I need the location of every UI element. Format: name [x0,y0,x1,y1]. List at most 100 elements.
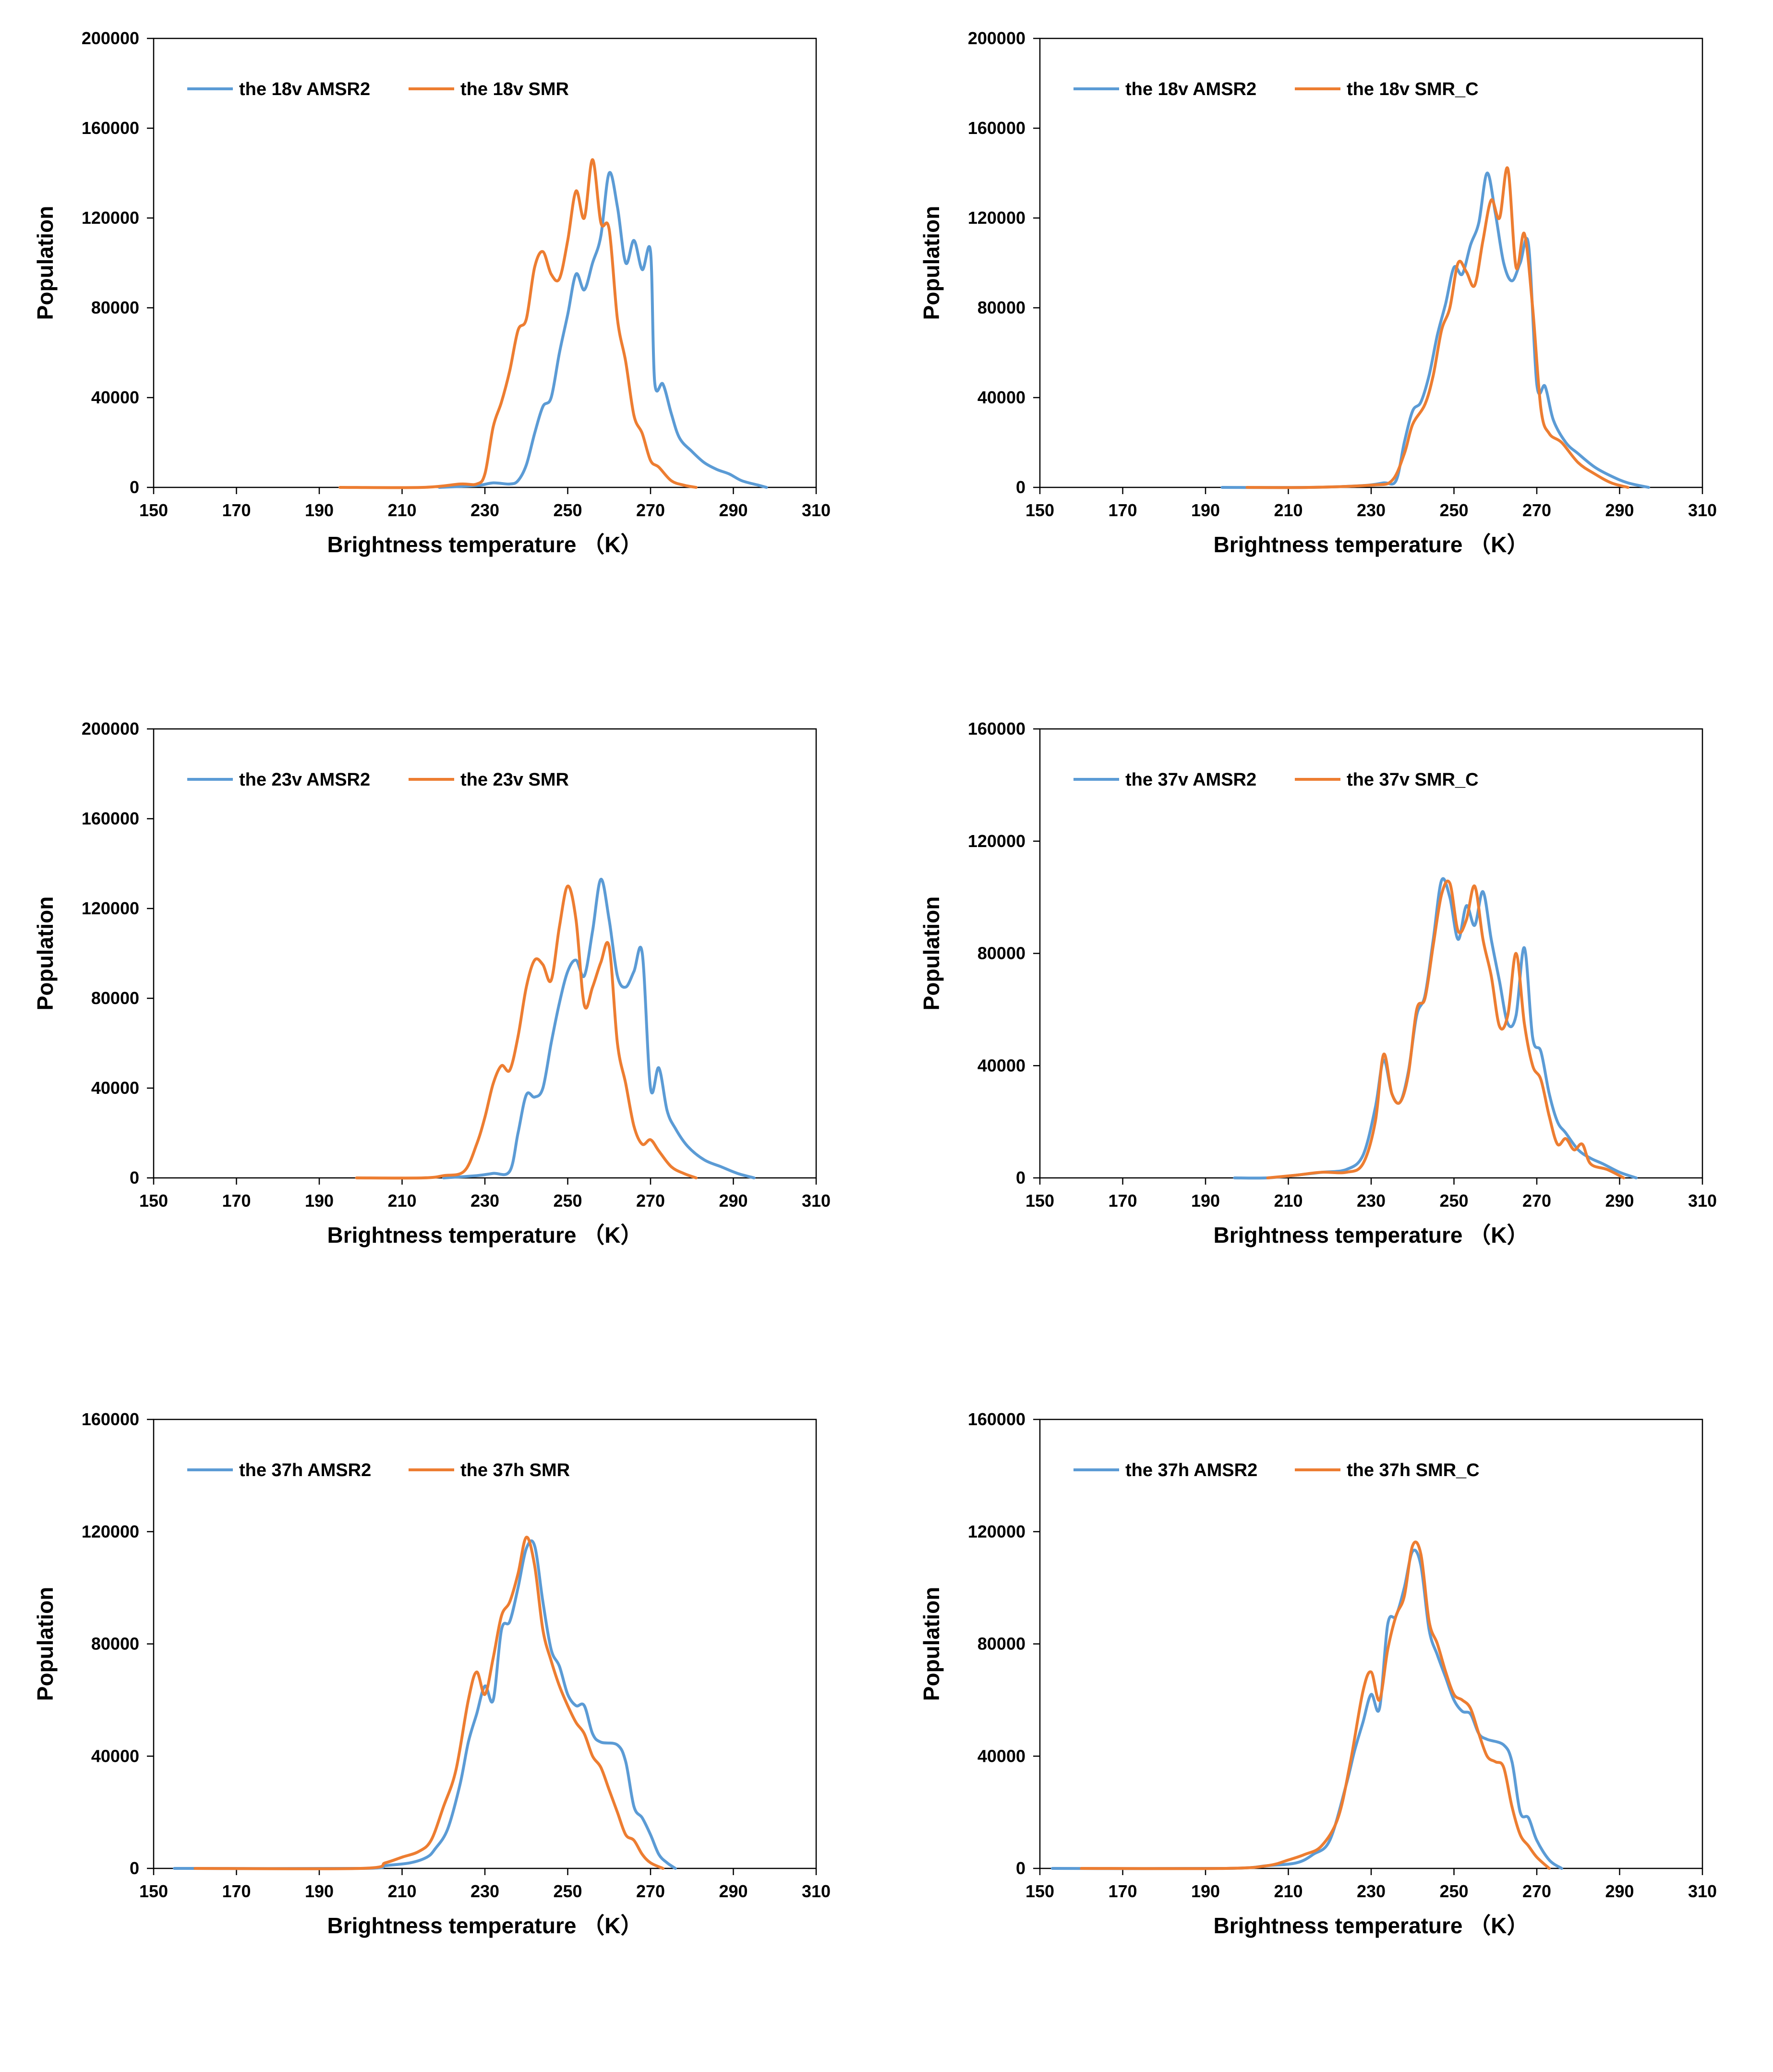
x-tick-label: 290 [719,1881,748,1901]
x-tick-label: 170 [222,1881,251,1901]
x-tick-label: 170 [222,500,251,520]
y-axis-title: Population [33,206,58,320]
y-tick-label: 0 [130,477,139,497]
series-line-smr [1080,1540,1551,1870]
x-tick-label: 210 [1274,1191,1303,1211]
y-tick-label: 0 [1016,1168,1025,1187]
x-tick-label: 150 [1025,1881,1054,1901]
x-tick-label: 170 [1108,1191,1137,1211]
x-tick-label: 170 [1108,1881,1137,1901]
y-tick-label: 80000 [91,298,139,317]
legend-label: the 18v SMR [460,79,569,99]
x-tick-label: 290 [1605,1881,1634,1901]
x-tick-label: 150 [139,500,168,520]
y-tick-label: 40000 [91,1746,139,1766]
x-tick-label: 190 [305,500,334,520]
x-tick-label: 270 [1522,1881,1551,1901]
x-tick-label: 250 [1439,500,1468,520]
y-tick-label: 80000 [977,298,1025,317]
y-tick-label: 40000 [977,1746,1025,1766]
legend-label: the 23v AMSR2 [239,770,370,790]
plot-frame [1039,37,1703,488]
x-tick-label: 230 [470,500,499,520]
legend-label: the 37v SMR_C [1347,770,1479,790]
legend-label: the 37h SMR_C [1347,1460,1480,1480]
x-tick-label: 150 [139,1191,168,1211]
y-tick-label: 40000 [91,388,139,407]
y-axis-title: Population [33,1587,58,1701]
legend-label: the 37h SMR [460,1460,570,1480]
series-line-amsr2 [1050,1549,1563,1870]
y-tick-label: 0 [1016,477,1025,497]
x-tick-label: 270 [1522,1191,1551,1211]
series-line-amsr2 [1220,171,1650,489]
x-axis-title: Brightness temperature （K） [327,1913,643,1938]
x-tick-label: 270 [636,1191,665,1211]
plot-frame [153,1418,817,1869]
series-line-smr [1245,166,1629,489]
x-tick-label: 290 [719,500,748,520]
series-line-smr [1266,879,1626,1179]
x-tick-label: 230 [470,1191,499,1211]
x-tick-label: 310 [1688,500,1717,520]
x-tick-label: 310 [1688,1191,1717,1211]
y-tick-label: 120000 [968,831,1025,851]
y-tick-label: 80000 [977,1634,1025,1654]
x-tick-label: 290 [1605,500,1634,520]
x-tick-label: 170 [222,1191,251,1211]
y-tick-label: 40000 [977,388,1025,407]
x-tick-label: 250 [1439,1191,1468,1211]
x-tick-label: 310 [802,500,831,520]
series-line-amsr2 [1233,877,1638,1180]
y-tick-label: 80000 [977,944,1025,963]
y-tick-label: 200000 [82,719,139,739]
legend-label: the 23v SMR [460,770,569,790]
x-axis-title: Brightness temperature （K） [1214,532,1529,557]
series-line-amsr2 [173,1539,677,1870]
x-tick-label: 190 [1191,1191,1220,1211]
y-tick-label: 80000 [91,1634,139,1654]
y-tick-label: 200000 [968,28,1025,48]
y-tick-label: 120000 [82,898,139,918]
y-axis-title: Population [919,1587,944,1701]
chart-37h-smr: 0 40000 80000 120000 160000 150 170 190 210 230 25… [33,1409,831,1938]
legend-label: the 18v AMSR2 [239,79,370,99]
legend-label: the 18v AMSR2 [1125,79,1256,99]
y-tick-label: 120000 [82,1522,139,1541]
series-line-amsr2 [438,171,768,489]
y-tick-label: 160000 [968,118,1025,138]
x-tick-label: 250 [553,1881,582,1901]
series-line-amsr2 [442,878,756,1179]
x-tick-label: 270 [636,1881,665,1901]
y-axis-title: Population [33,897,58,1011]
y-tick-label: 160000 [82,809,139,828]
x-tick-label: 190 [1191,1881,1220,1901]
x-tick-label: 270 [1522,500,1551,520]
y-axis-title: Population [919,897,944,1011]
y-tick-label: 40000 [977,1055,1025,1075]
plot-frame [1039,1418,1703,1869]
x-tick-label: 250 [553,500,582,520]
x-tick-label: 230 [1357,1191,1386,1211]
x-axis-title: Brightness temperature （K） [327,1223,643,1248]
x-tick-label: 310 [1688,1881,1717,1901]
chart-18v-smr: 0 40000 80000 120000 160000 200000 150 170 190 21… [33,28,831,557]
x-tick-label: 150 [1025,1191,1054,1211]
chart-37v-smr-c: 0 40000 80000 120000 160000 150 170 190 210 230 25… [919,719,1717,1248]
y-tick-label: 0 [1016,1858,1025,1878]
y-tick-label: 120000 [82,208,139,228]
x-axis-title: Brightness temperature （K） [1214,1913,1529,1938]
x-tick-label: 210 [387,1881,416,1901]
y-tick-label: 40000 [91,1078,139,1098]
y-tick-label: 160000 [82,1409,139,1429]
chart-37h-smr-c: 0 40000 80000 120000 160000 150 170 190 210 230 25… [919,1409,1717,1938]
legend-label: the 37v AMSR2 [1125,770,1256,790]
x-tick-label: 250 [553,1191,582,1211]
x-tick-label: 210 [387,1191,416,1211]
x-tick-label: 210 [1274,1881,1303,1901]
y-tick-label: 120000 [968,208,1025,228]
x-tick-label: 190 [305,1881,334,1901]
plot-frame [153,37,817,488]
x-tick-label: 150 [1025,500,1054,520]
series-line-smr [193,1536,664,1870]
